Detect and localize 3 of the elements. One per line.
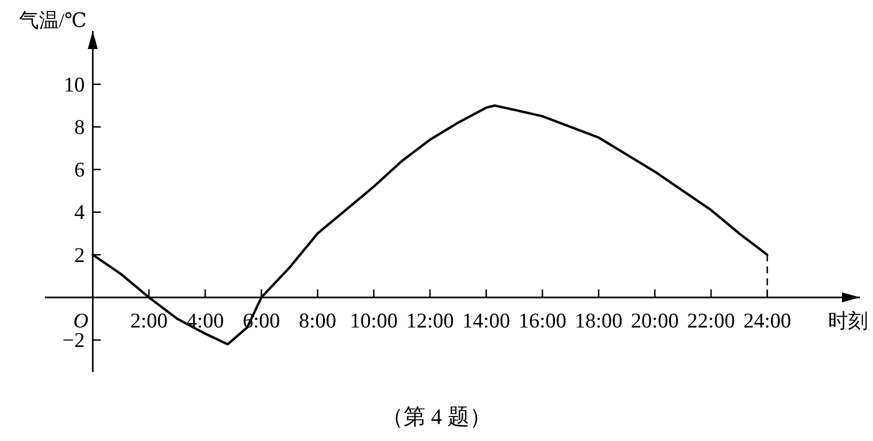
ylabel: 气温/℃ [18, 10, 87, 32]
xlabel: 时刻 [828, 310, 868, 332]
annotation: （第 4 题） [382, 404, 492, 429]
